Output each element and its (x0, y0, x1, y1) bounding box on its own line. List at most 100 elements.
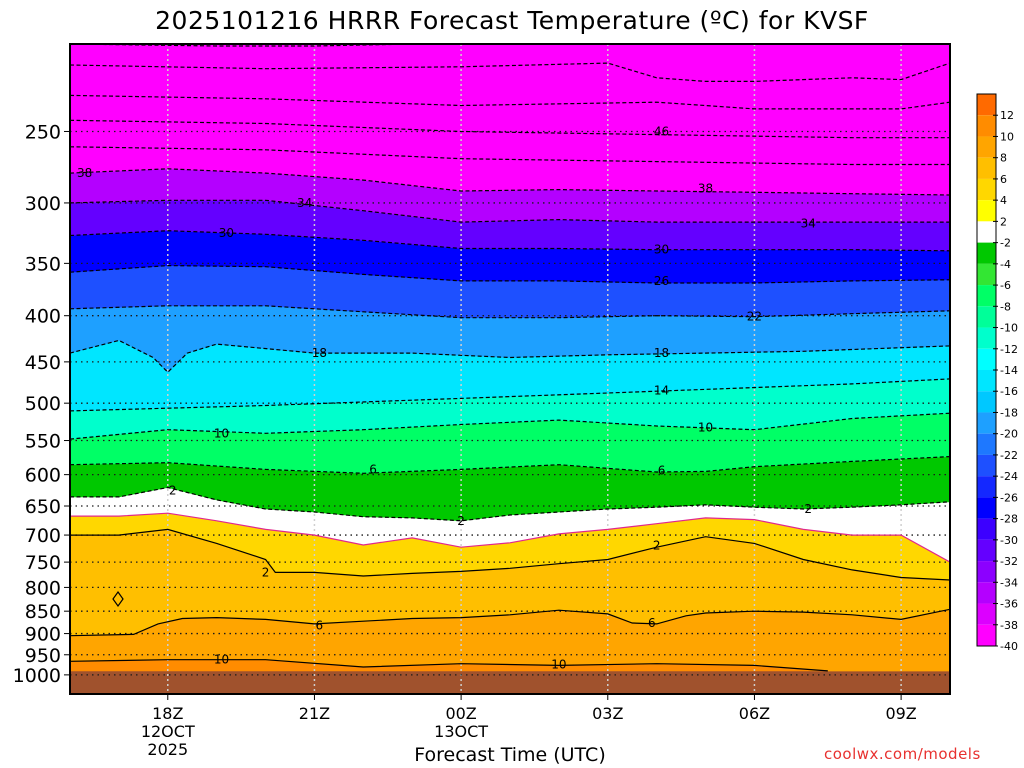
contour-label: 34 (297, 196, 312, 210)
colorbar-label: -40 (1000, 640, 1018, 653)
contour-labels: 3834301810622261046383430262218141062261… (77, 124, 816, 671)
colorbar-swatch (977, 391, 996, 413)
contour-label: 6 (658, 464, 666, 478)
colorbar-swatch (977, 624, 996, 646)
colorbar-label: -30 (1000, 534, 1018, 547)
colorbar-label: -34 (1000, 576, 1018, 589)
colorbar-label: -28 (1000, 513, 1018, 526)
contour-label: 18 (654, 346, 669, 360)
colorbar-swatch (977, 200, 996, 222)
colorbar-label: -14 (1000, 364, 1018, 377)
contour-line (70, 168, 950, 196)
contour-line (70, 264, 950, 284)
colorbar-label: -26 (1000, 491, 1018, 504)
colorbar-label: -20 (1000, 428, 1018, 441)
contour-label: 6 (369, 462, 377, 476)
x-tick-label: 06Z (739, 704, 770, 723)
contour-label: 38 (77, 166, 92, 180)
colorbar-swatch (977, 306, 996, 328)
contour-label: 10 (214, 426, 229, 440)
diamond-marker (112, 590, 124, 608)
contour-line (70, 94, 950, 110)
y-tick-label: 600 (25, 465, 61, 487)
contour-line (70, 305, 950, 319)
contour-line (70, 146, 950, 166)
contour-label: 6 (316, 619, 324, 633)
colorbar-swatch (977, 157, 996, 179)
contour-label: 18 (312, 346, 327, 360)
colorbar-swatch (977, 518, 996, 540)
contour-label: 2 (457, 514, 465, 528)
colorbar-swatch (977, 433, 996, 455)
colorbar-swatch (977, 221, 996, 243)
y-tick-label: 400 (25, 306, 61, 328)
y-tick-label: 450 (25, 352, 61, 374)
colorbar-swatch (977, 285, 996, 307)
y-tick-label: 750 (25, 552, 61, 574)
colorbar-label: 6 (1000, 173, 1007, 186)
contour-label: 34 (801, 216, 816, 230)
contour-line (70, 199, 950, 223)
contour-label: 2 (262, 565, 270, 579)
y-tick-label: 350 (25, 253, 61, 275)
colorbar-label: -36 (1000, 598, 1018, 611)
colorbar-swatch (977, 242, 996, 264)
colorbar-label: 10 (1000, 130, 1014, 143)
colorbar-label: -4 (1000, 258, 1011, 271)
colorbar-label: 2 (1000, 215, 1007, 228)
contour-line (70, 512, 950, 563)
contour-label: 38 (698, 181, 713, 195)
contour-label: 2 (653, 539, 661, 553)
contour-label: 46 (654, 124, 669, 138)
y-tick-label: 950 (25, 645, 61, 667)
colorbar-swatch (977, 582, 996, 604)
y-tick-label: 650 (25, 496, 61, 518)
colorbar-label: -32 (1000, 555, 1018, 568)
colorbar-swatch (977, 412, 996, 434)
colorbar-swatch (977, 94, 996, 116)
colorbar-swatch (977, 327, 996, 349)
colorbar-swatch (977, 115, 996, 137)
contour-label: 30 (654, 243, 669, 257)
contour-line (70, 608, 950, 637)
plot-frame (69, 43, 951, 695)
colorbar-label: -12 (1000, 343, 1018, 356)
x-tick-label: 21Z (299, 704, 330, 723)
x-tick-label: 12OCT (141, 722, 195, 741)
colorbar-label: 4 (1000, 194, 1007, 207)
x-axis-label: Forecast Time (UTC) (414, 744, 606, 766)
contour-label: 26 (654, 274, 669, 288)
colorbar-label: -6 (1000, 279, 1011, 292)
contour-label: 22 (747, 310, 762, 324)
contour-line (70, 456, 950, 474)
grid-lines (70, 44, 950, 694)
colorbar-label: -18 (1000, 406, 1018, 419)
colorbar-swatch (977, 603, 996, 625)
temperature-bands (70, 44, 950, 694)
colorbar-label: -2 (1000, 237, 1011, 250)
colorbar-label: 12 (1000, 109, 1014, 122)
contour-lines (70, 44, 950, 672)
contour-label: 10 (551, 658, 566, 672)
y-tick-label: 900 (25, 624, 61, 646)
credit-text: coolwx.com/models (824, 745, 981, 763)
contour-line (70, 62, 950, 83)
y-tick-label: 700 (25, 525, 61, 547)
y-axis: 2503003504004505005506006507007508008509… (13, 121, 70, 687)
contour-line (70, 659, 828, 672)
contour-line (70, 119, 950, 139)
colorbar-label: -8 (1000, 300, 1011, 313)
y-tick-label: 550 (25, 431, 61, 453)
contour-line (70, 339, 950, 374)
colorbar-label: 8 (1000, 152, 1007, 165)
colorbar-swatch (977, 136, 996, 158)
y-tick-label: 850 (25, 601, 61, 623)
contour-line (70, 230, 950, 252)
colorbar: 12 10 8 6 4 2 -2 -4 -6 -8 -10 -12 -14 -16 -18 -20 -22 -24… (976, 93, 1018, 653)
colorbar-swatch (977, 348, 996, 370)
colorbar-swatch (977, 454, 996, 477)
contour-line (70, 378, 950, 412)
